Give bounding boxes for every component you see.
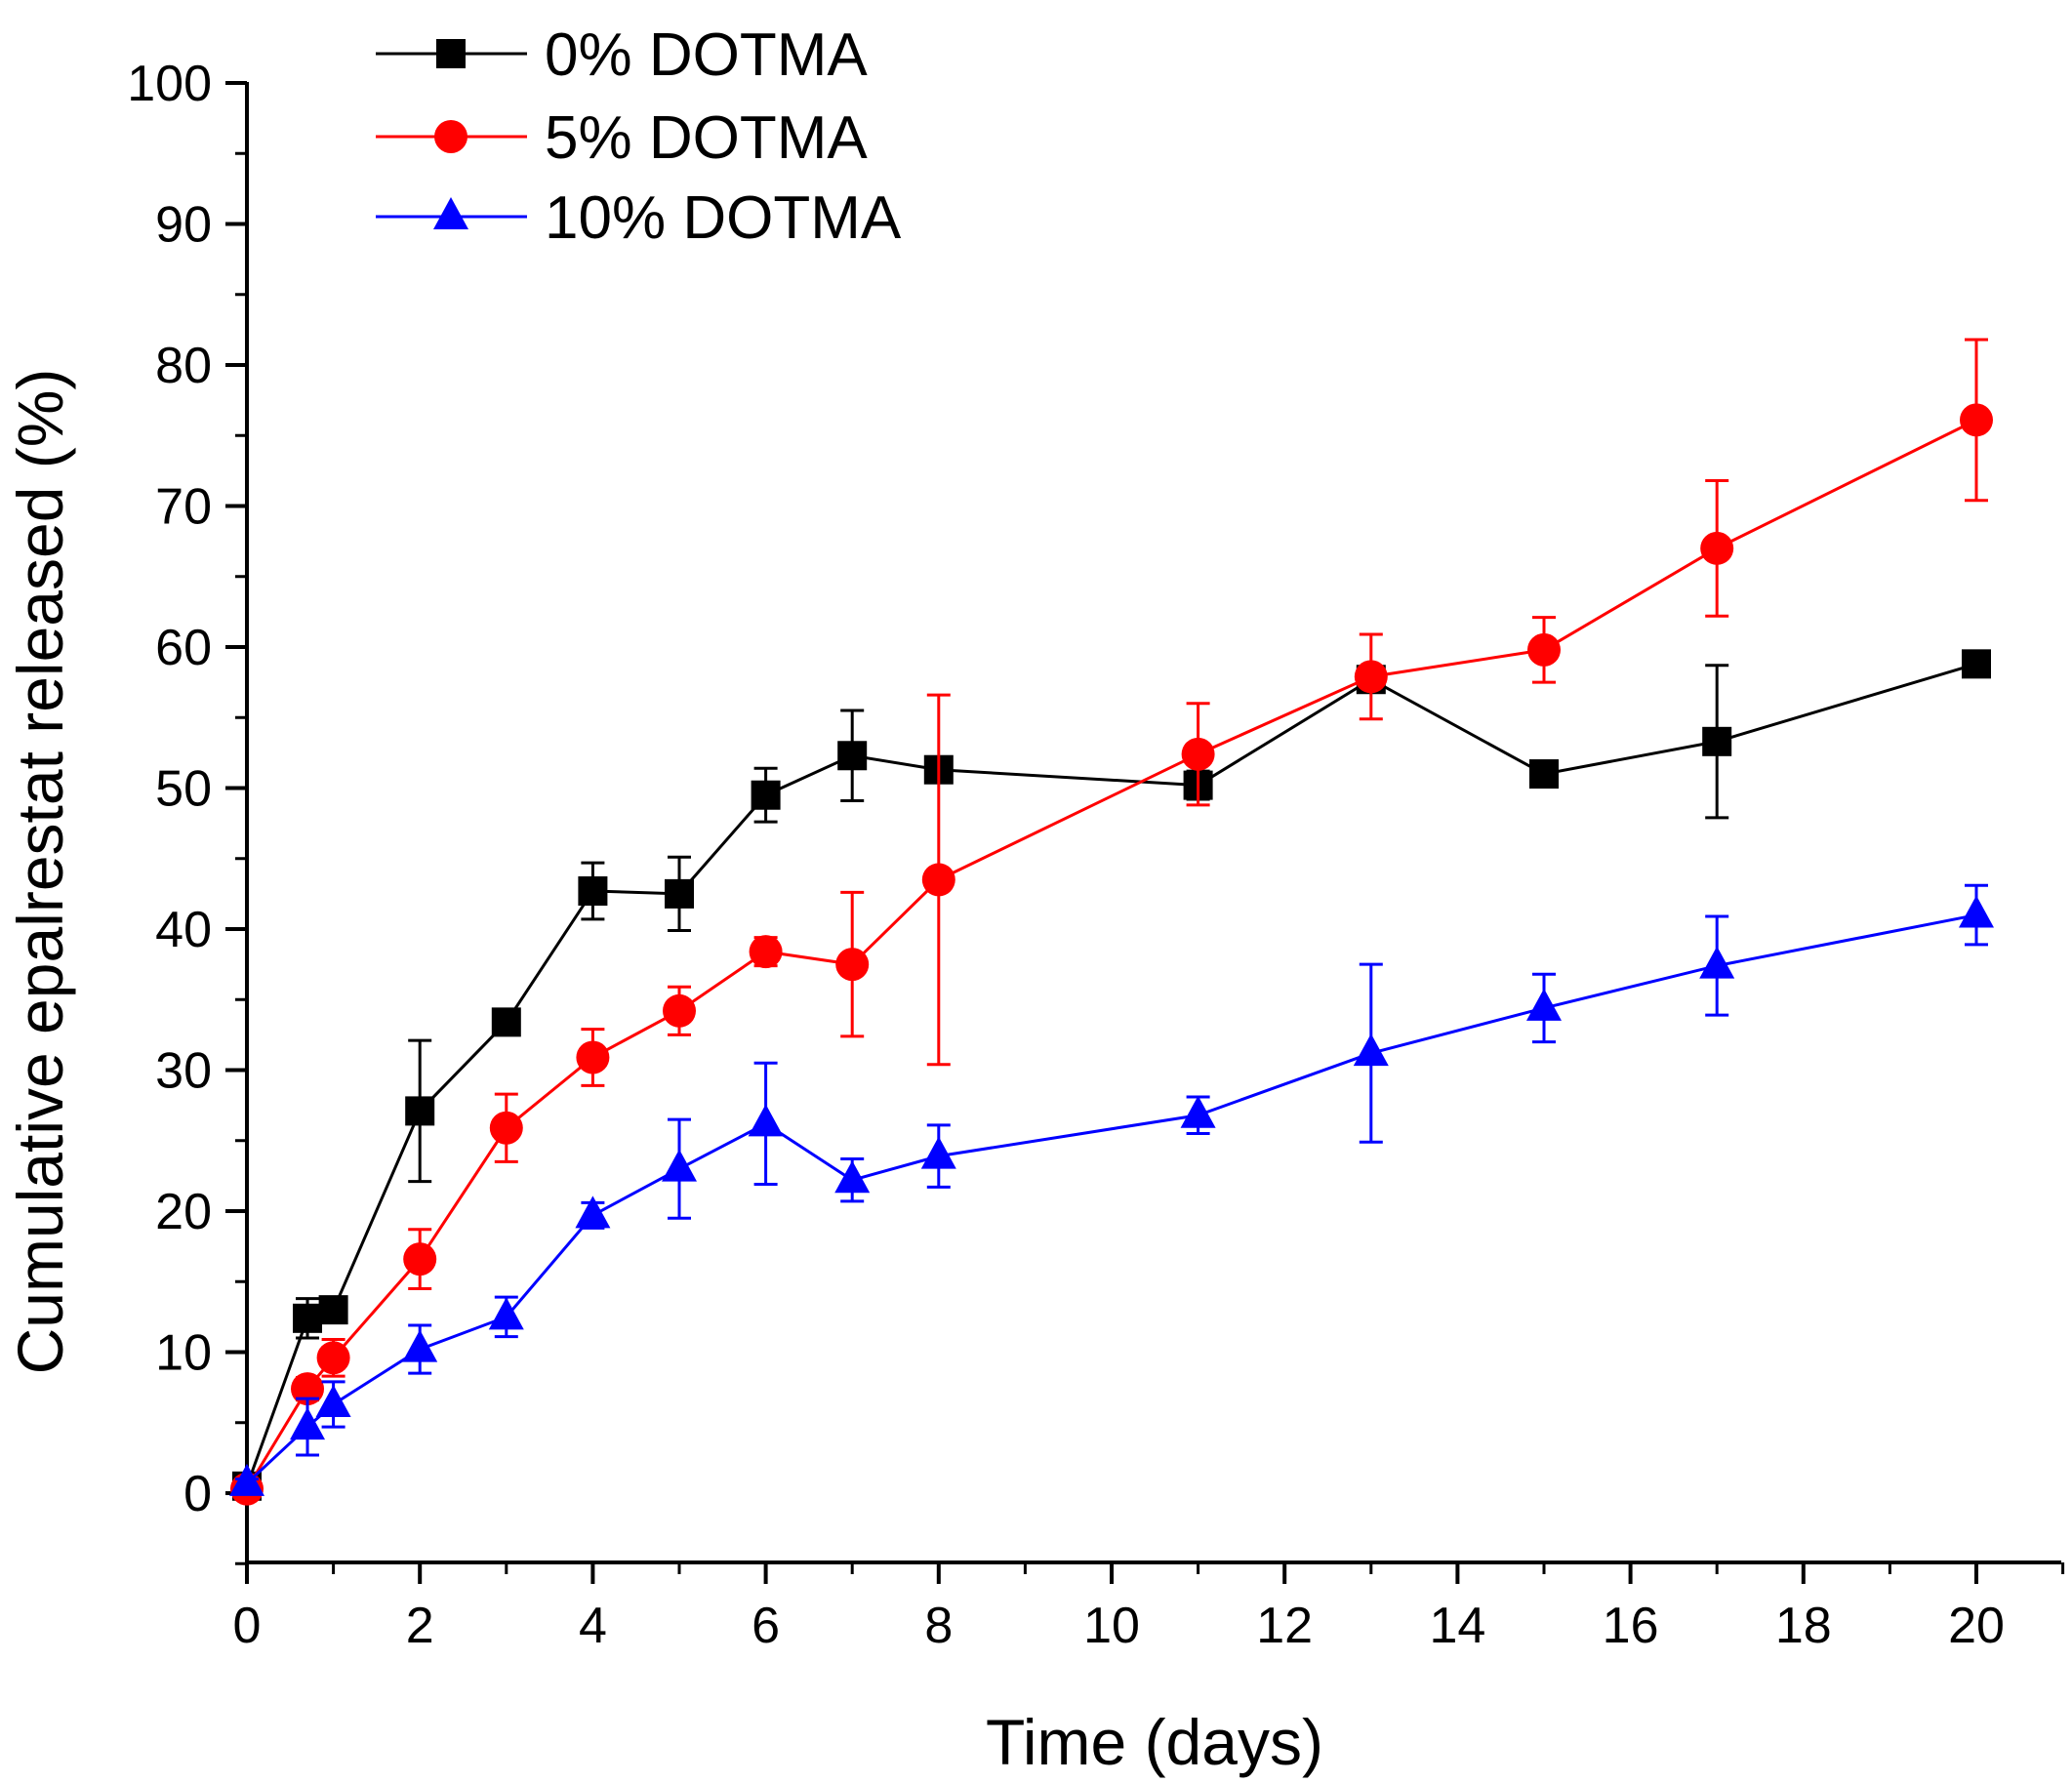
data-point bbox=[751, 780, 781, 810]
data-point bbox=[748, 1104, 784, 1137]
x-tick-label: 16 bbox=[1603, 1598, 1659, 1654]
y-tick-label: 50 bbox=[155, 761, 212, 818]
data-point bbox=[1526, 988, 1562, 1021]
data-point bbox=[402, 1329, 438, 1362]
data-point bbox=[403, 1242, 437, 1276]
x-tick-label: 12 bbox=[1256, 1598, 1313, 1654]
data-point bbox=[491, 1007, 521, 1037]
x-tick-label: 14 bbox=[1429, 1598, 1485, 1654]
y-tick-label: 60 bbox=[155, 620, 212, 676]
legend: 0% DOTMA 5% DOTMA 10% DOTMA bbox=[376, 21, 902, 252]
data-point bbox=[1181, 737, 1215, 771]
legend-marker bbox=[434, 120, 467, 153]
y-tick-label: 90 bbox=[155, 197, 212, 254]
data-point bbox=[318, 1295, 348, 1325]
legend-label: 5% DOTMA bbox=[545, 104, 868, 172]
data-point bbox=[578, 875, 608, 906]
data-point bbox=[1962, 649, 1991, 679]
data-point bbox=[921, 863, 955, 897]
data-point bbox=[575, 1195, 611, 1229]
y-tick-label: 20 bbox=[155, 1184, 212, 1240]
y-tick-label: 10 bbox=[155, 1325, 212, 1382]
data-point bbox=[405, 1096, 435, 1126]
series-0-dotma bbox=[232, 649, 1991, 1501]
data-point bbox=[662, 1149, 697, 1182]
data-point bbox=[749, 935, 783, 969]
data-point bbox=[1959, 895, 1994, 928]
legend-marker bbox=[433, 197, 468, 229]
data-point bbox=[834, 1160, 871, 1194]
data-point bbox=[290, 1407, 326, 1440]
data-point bbox=[489, 1111, 523, 1145]
series-layer bbox=[229, 338, 1994, 1506]
data-point bbox=[291, 1372, 325, 1406]
y-tick-label: 40 bbox=[155, 902, 212, 958]
data-point bbox=[1354, 660, 1388, 694]
data-point bbox=[663, 993, 696, 1028]
x-tick-label: 0 bbox=[233, 1598, 262, 1654]
data-point bbox=[1529, 759, 1559, 790]
data-point bbox=[488, 1297, 524, 1330]
data-point bbox=[1702, 726, 1732, 756]
y-axis-title: Cumulative epalrestat released (%) bbox=[4, 369, 76, 1375]
y-tick-label: 70 bbox=[155, 479, 212, 536]
y-axis-ticks: 0 10 20 30 40 50 60 70 80 90 100 bbox=[127, 56, 247, 1565]
data-point bbox=[920, 1136, 956, 1169]
y-tick-label: 0 bbox=[183, 1466, 212, 1522]
series-5-dotma bbox=[230, 338, 1993, 1506]
x-tick-label: 6 bbox=[752, 1598, 780, 1654]
data-point bbox=[1527, 632, 1561, 667]
y-tick-label: 80 bbox=[155, 338, 212, 394]
x-axis-ticks: 0 2 4 6 8 10 12 14 16 18 20 bbox=[233, 1562, 2065, 1654]
data-point bbox=[837, 741, 868, 771]
data-point bbox=[1960, 403, 1993, 437]
x-tick-label: 8 bbox=[924, 1598, 953, 1654]
axes-frame bbox=[245, 82, 2061, 1564]
data-point bbox=[1180, 1095, 1216, 1128]
legend-label: 10% DOTMA bbox=[545, 184, 902, 252]
x-tick-label: 18 bbox=[1775, 1598, 1832, 1654]
data-point bbox=[835, 948, 870, 982]
x-tick-label: 2 bbox=[406, 1598, 434, 1654]
data-point bbox=[229, 1463, 264, 1496]
y-tick-label: 30 bbox=[155, 1043, 212, 1100]
data-point bbox=[665, 878, 694, 909]
x-tick-label: 4 bbox=[579, 1598, 607, 1654]
y-tick-label: 100 bbox=[127, 56, 212, 112]
x-tick-label: 20 bbox=[1948, 1598, 2005, 1654]
legend-marker bbox=[436, 39, 466, 68]
series-10-dotma bbox=[229, 883, 1994, 1496]
data-point bbox=[1699, 946, 1735, 979]
data-point bbox=[315, 1384, 351, 1417]
data-point bbox=[316, 1341, 350, 1375]
data-point bbox=[576, 1040, 610, 1074]
x-tick-label: 10 bbox=[1083, 1598, 1140, 1654]
legend-label: 0% DOTMA bbox=[545, 21, 868, 89]
data-point bbox=[1353, 1033, 1389, 1067]
x-axis-title: Time (days) bbox=[986, 1706, 1323, 1778]
data-point bbox=[1700, 531, 1734, 565]
data-point bbox=[293, 1303, 323, 1333]
